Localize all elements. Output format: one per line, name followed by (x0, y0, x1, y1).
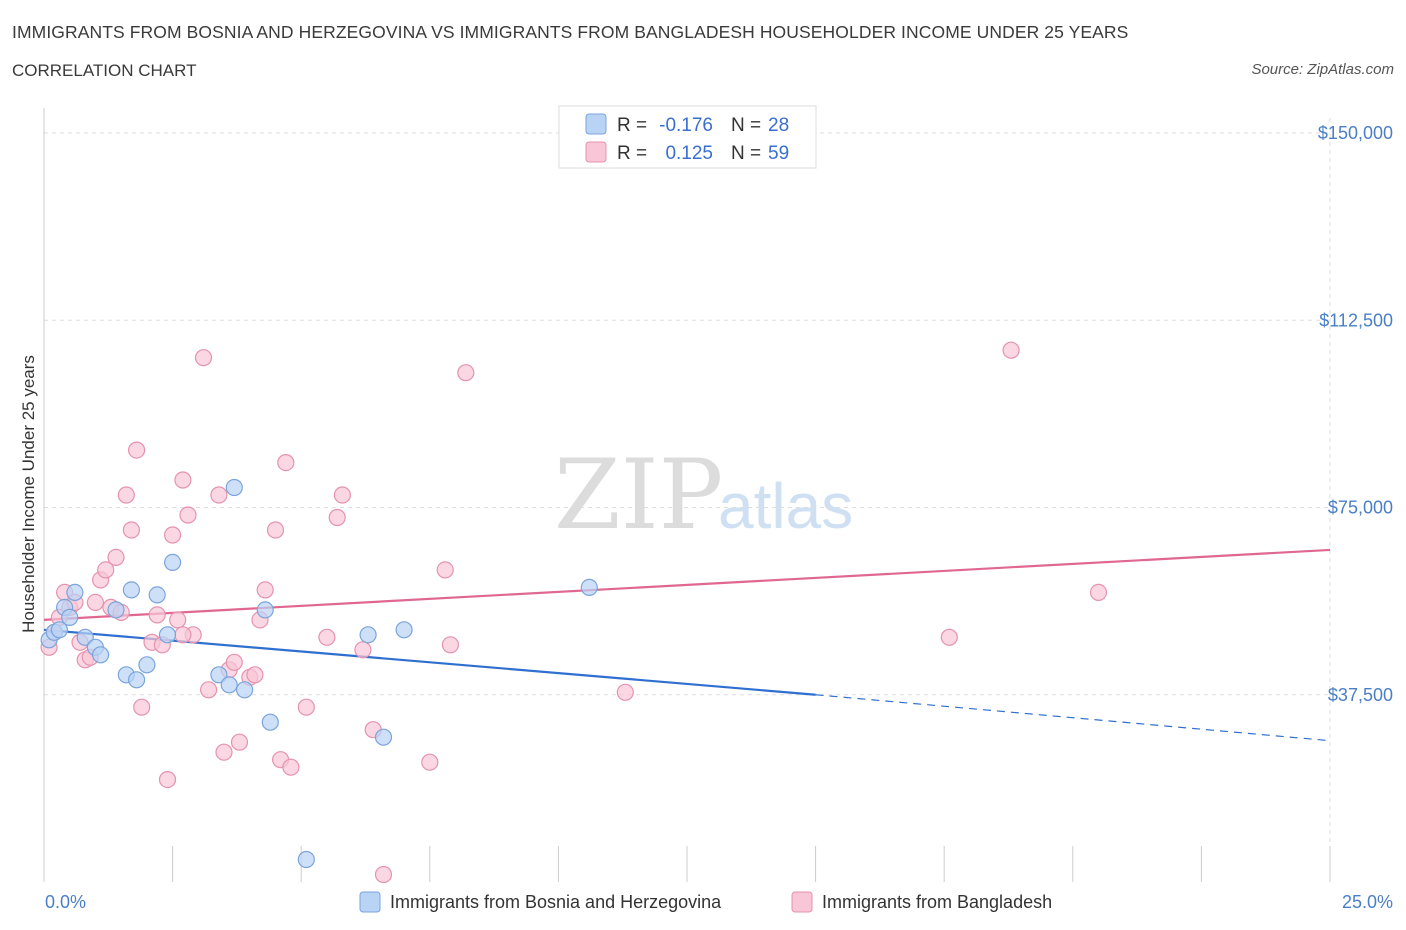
bangladesh-point-36 (246, 666, 264, 684)
bangladesh-point-42 (282, 758, 300, 776)
watermark: ZIP atlas (554, 439, 853, 551)
y-tick-label-1: $75,000 (1328, 498, 1393, 518)
bangladesh-point-11 (97, 561, 115, 579)
bangladesh-point-24 (169, 611, 187, 629)
bosnia-point-22 (261, 713, 279, 731)
bangladesh-point-15 (117, 486, 135, 504)
bangladesh-point-46 (333, 486, 351, 504)
bangladesh-point-18 (133, 698, 151, 716)
legend-n-value-bangladesh: 59 (768, 143, 789, 164)
bangladesh-point-29 (200, 681, 218, 699)
y-tick-label-0: $37,500 (1328, 685, 1393, 705)
x-tick-label-1: 25.0% (1342, 892, 1393, 912)
bosnia-point-24 (359, 626, 377, 644)
source-credit: Source: ZipAtlas.com (1251, 61, 1394, 78)
bangladesh-point-55 (940, 628, 958, 646)
bangladesh-point-30 (210, 486, 228, 504)
bangladesh-point-16 (122, 521, 140, 539)
bangladesh-point-22 (158, 770, 177, 789)
legend-bottom-label-bangladesh: Immigrants from Bangladesh (822, 892, 1052, 912)
chart-title: IMMIGRANTS FROM BOSNIA AND HERZEGOVINA V… (12, 22, 1129, 42)
y-tick-label-2: $112,500 (1319, 310, 1393, 330)
y-tick-labels: $37,500 $75,000 $112,500 $150,000 (1318, 123, 1393, 705)
bangladesh-point-56 (1002, 341, 1020, 359)
legend-top: R = -0.176 N = 28 R = 0.125 N = 59 (558, 105, 817, 169)
watermark-zip: ZIP (554, 439, 723, 551)
bangladesh-point-20 (148, 606, 166, 624)
bangladesh-point-58 (174, 626, 192, 644)
legend-r-label-bosnia: R = (617, 115, 647, 136)
y-axis-label: Householder Income Under 25 years (19, 355, 38, 633)
bangladesh-point-13 (107, 548, 125, 567)
bosnia-point-25 (374, 728, 393, 746)
bangladesh-point-33 (225, 653, 243, 671)
watermark-atlas: atlas (718, 470, 853, 542)
bangladesh-point-34 (230, 733, 249, 751)
legend-bottom-swatch-bangladesh (791, 891, 813, 913)
x-tick-labels: 0.0% 25.0% (45, 892, 1393, 912)
bangladesh-point-31 (215, 743, 233, 761)
bangladesh-point-51 (436, 561, 454, 579)
legend-n-label-bosnia: N = (731, 115, 761, 136)
bosnia-point-13 (138, 656, 156, 674)
legend-n-label-bangladesh: N = (731, 143, 761, 164)
legend-r-value-bosnia: -0.176 (659, 115, 713, 136)
bosnia-point-18 (220, 676, 238, 694)
bosnia-point-23 (297, 850, 315, 869)
bangladesh-point-23 (164, 526, 182, 544)
bosnia-trend-line-extension (815, 694, 1331, 742)
bosnia-point-12 (128, 671, 146, 689)
bangladesh-point-41 (277, 454, 295, 472)
bosnia-point-5 (66, 583, 84, 602)
trend-lines (43, 548, 1331, 742)
bangladesh-point-17 (128, 441, 146, 459)
legend-r-value-bangladesh: 0.125 (665, 143, 713, 164)
legend-bottom-label-bosnia: Immigrants from Bosnia and Herzegovina (390, 892, 722, 912)
bosnia-point-27 (580, 578, 598, 597)
bangladesh-point-45 (328, 508, 346, 527)
legend-bottom: Immigrants from Bosnia and Herzegovina I… (359, 891, 1052, 913)
bangladesh-point-53 (457, 364, 475, 382)
legend-r-label-bangladesh: R = (617, 143, 647, 164)
bosnia-point-6 (76, 628, 94, 646)
bosnia-point-20 (236, 681, 254, 699)
bangladesh-trend-line (43, 548, 1331, 621)
bangladesh-point-57 (1089, 583, 1108, 602)
bangladesh-point-38 (256, 581, 274, 599)
bangladesh-point-52 (441, 636, 459, 654)
bosnia-point-2 (50, 621, 69, 639)
bosnia-point-9 (107, 601, 125, 619)
bangladesh-point-49 (374, 865, 393, 884)
bosnia-point-16 (164, 553, 182, 572)
bangladesh-point-25 (174, 471, 192, 489)
legend-n-value-bosnia: 28 (768, 115, 789, 136)
bangladesh-point-50 (421, 753, 439, 771)
bosnia-point-15 (158, 626, 177, 644)
bangladesh-point-26 (179, 506, 197, 524)
bangladesh-point-43 (297, 698, 315, 716)
bangladesh-point-47 (354, 641, 372, 659)
x-tick-label-0: 0.0% (45, 892, 86, 912)
bosnia-point-21 (256, 601, 274, 619)
bosnia-point-8 (91, 646, 110, 664)
bangladesh-point-28 (194, 349, 213, 367)
legend-swatch-bangladesh (585, 141, 607, 163)
legend-swatch-bosnia (585, 113, 607, 135)
bangladesh-point-54 (616, 683, 634, 701)
bangladesh-point-9 (86, 593, 105, 612)
y-tick-label-3: $150,000 (1318, 123, 1393, 143)
data-points (40, 341, 1108, 884)
legend-bottom-swatch-bosnia (359, 891, 381, 913)
bosnia-point-14 (148, 586, 166, 604)
bosnia-point-11 (122, 581, 140, 599)
bangladesh-point-39 (266, 521, 285, 539)
bosnia-point-4 (61, 608, 79, 627)
bosnia-point-26 (395, 621, 413, 639)
bangladesh-point-44 (318, 628, 336, 646)
axes (43, 108, 1331, 882)
chart-subtitle: CORRELATION CHART (12, 61, 197, 80)
bosnia-point-19 (225, 478, 243, 497)
bosnia-point-17 (210, 666, 228, 684)
